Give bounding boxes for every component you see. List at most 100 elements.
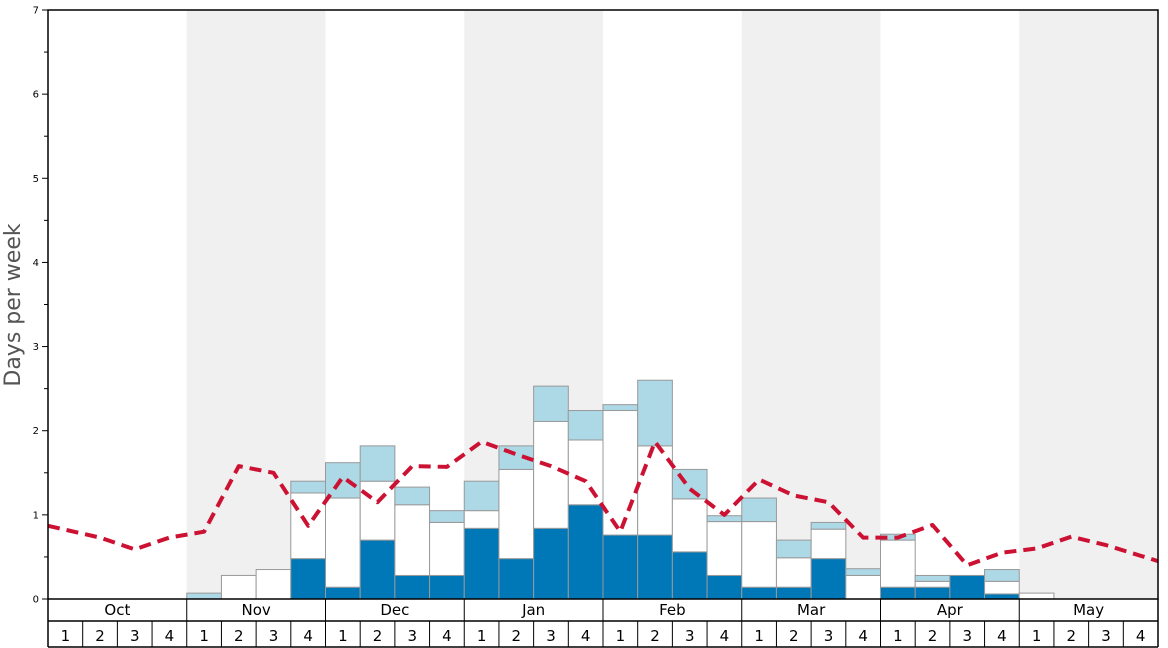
week-label: 4	[1136, 627, 1146, 645]
week-label: 1	[754, 627, 764, 645]
bar-week-16-segment-2	[567, 439, 604, 506]
week-label: 3	[269, 627, 279, 645]
bar-week-22-segment-1	[775, 586, 812, 600]
y-axis: 0 1 2 3 4 5 6 7	[33, 6, 48, 606]
week-label: 1	[199, 627, 209, 645]
week-label: 3	[685, 627, 695, 645]
bar-week-15-segment-1	[533, 527, 569, 600]
bar-week-6-segment-2	[220, 574, 257, 600]
month-band-may	[1019, 10, 1158, 599]
bar-week-24-segment-3	[845, 568, 881, 576]
bar-week-14-segment-2	[498, 468, 535, 560]
week-label: 3	[824, 627, 834, 645]
bar-week-16-segment-3	[567, 410, 604, 441]
y-axis-label: Days per week	[1, 223, 26, 386]
bar-week-18-segment-1	[637, 534, 673, 600]
bar-week-12-segment-2	[429, 521, 465, 576]
week-label: 2	[1067, 627, 1077, 645]
bar-week-11-segment-2	[394, 504, 431, 576]
month-label-mar: Mar	[797, 601, 826, 619]
week-label: 4	[858, 627, 868, 645]
bar-week-19-segment-1	[671, 551, 708, 600]
week-label: 1	[893, 627, 903, 645]
y-tick-label: 3	[33, 342, 39, 353]
bar-week-26-segment-1	[914, 586, 951, 600]
week-label: 2	[234, 627, 244, 645]
week-label: 2	[650, 627, 660, 645]
bar-week-11-segment-1	[394, 574, 431, 600]
bar-week-12-segment-1	[429, 574, 465, 600]
bar-week-17-segment-3	[602, 404, 639, 412]
bar-week-21-segment-1	[741, 586, 777, 600]
bar-layer	[186, 379, 1055, 600]
bar-week-13-segment-3	[463, 480, 500, 512]
bar-week-13-segment-1	[463, 527, 500, 600]
week-label: 4	[997, 627, 1007, 645]
month-band-apr	[880, 10, 1020, 599]
week-label: 1	[1032, 627, 1042, 645]
week-label: 4	[303, 627, 313, 645]
bar-week-21-segment-3	[741, 497, 777, 523]
bar-week-11-segment-3	[394, 486, 431, 506]
bar-week-28-segment-2	[984, 580, 1020, 595]
x-axis: Oct Nov Dec Jan Feb Mar Apr May 1 2 3 4 1 2 3 4 1 2 3 4 1 2 3 4…	[47, 599, 1159, 648]
bar-week-12-segment-3	[429, 510, 465, 523]
bar-week-19-segment-2	[671, 498, 708, 553]
bar-week-21-segment-2	[741, 521, 777, 588]
bar-week-27-segment-1	[949, 574, 986, 600]
week-label: 4	[581, 627, 591, 645]
month-label-oct: Oct	[104, 601, 130, 619]
bar-week-26-segment-2	[914, 580, 951, 588]
week-label: 3	[130, 627, 140, 645]
month-label-nov: Nov	[241, 601, 270, 619]
bar-week-10-segment-2	[359, 480, 396, 541]
month-band-oct	[48, 10, 187, 599]
bar-week-15-segment-3	[533, 385, 569, 422]
week-label: 1	[61, 627, 71, 645]
trend-line-layer	[47, 439, 1159, 568]
bar-week-9-segment-1	[325, 586, 361, 600]
week-label: 4	[720, 627, 730, 645]
y-tick-label: 2	[33, 426, 39, 437]
bar-week-15-segment-2	[533, 420, 569, 529]
bar-week-25-segment-1	[880, 586, 916, 600]
bar-week-9-segment-2	[325, 497, 361, 588]
bar-week-10-segment-1	[359, 539, 396, 600]
bar-week-17-segment-1	[602, 534, 639, 600]
bar-week-23-segment-3	[810, 521, 847, 530]
bar-week-23-segment-1	[810, 558, 847, 600]
month-label-apr: Apr	[937, 601, 964, 619]
bar-week-26-segment-3	[914, 574, 951, 582]
bar-week-28-segment-1	[984, 593, 1020, 600]
week-label: 2	[512, 627, 522, 645]
y-tick-label: 0	[33, 595, 39, 606]
week-label: 1	[477, 627, 487, 645]
bar-week-22-segment-2	[775, 557, 812, 588]
bar-week-17-segment-2	[602, 410, 639, 536]
bar-week-5-segment-3	[186, 592, 222, 600]
month-label-may: May	[1073, 601, 1104, 619]
bar-week-19-segment-3	[671, 468, 708, 500]
week-label: 1	[616, 627, 626, 645]
bar-week-13-segment-2	[463, 510, 500, 529]
week-label: 3	[962, 627, 972, 645]
trend-line	[47, 439, 1159, 568]
y-tick-label: 1	[33, 510, 39, 521]
week-label: 4	[165, 627, 175, 645]
week-label: 2	[95, 627, 105, 645]
bar-week-25-segment-2	[880, 539, 916, 588]
bar-week-29-segment-2	[1018, 592, 1055, 600]
week-label: 2	[789, 627, 799, 645]
month-label-jan: Jan	[521, 601, 545, 619]
bar-week-20-segment-2	[706, 521, 743, 576]
bar-week-28-segment-3	[984, 569, 1020, 582]
week-label: 3	[407, 627, 417, 645]
week-label: 1	[338, 627, 348, 645]
bar-week-18-segment-3	[637, 379, 673, 447]
week-label: 2	[373, 627, 383, 645]
y-tick-label: 4	[33, 258, 39, 269]
bar-week-24-segment-2	[845, 574, 881, 600]
bar-week-8-segment-1	[290, 558, 326, 600]
bar-week-23-segment-2	[810, 528, 847, 560]
